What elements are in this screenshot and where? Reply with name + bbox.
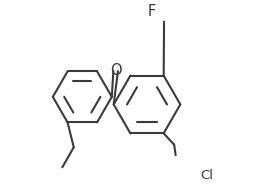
Text: Cl: Cl — [200, 169, 213, 182]
Text: O: O — [110, 63, 121, 78]
Text: F: F — [148, 4, 156, 19]
